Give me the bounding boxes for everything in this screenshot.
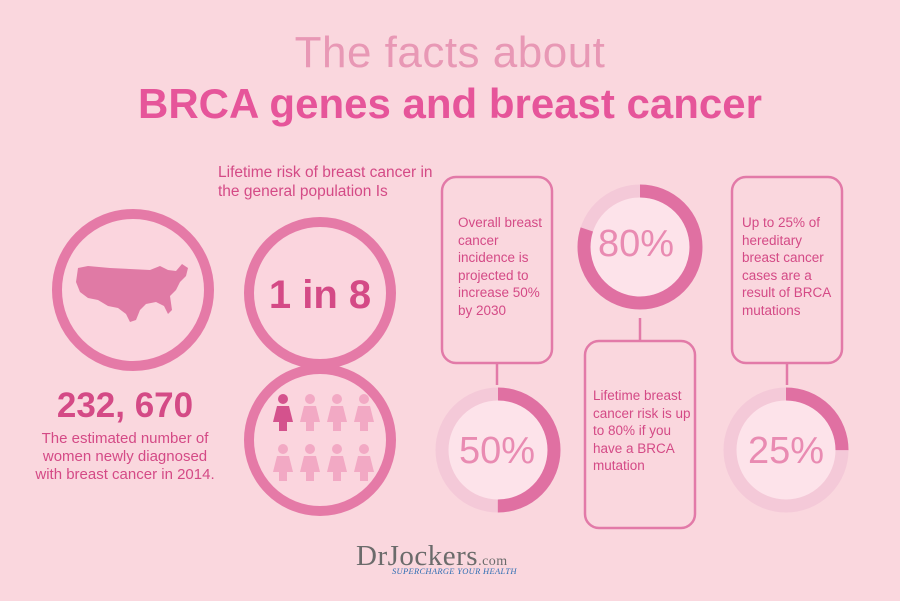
diagnosed-count: 232, 670 [56, 386, 194, 425]
woman-figure [300, 444, 320, 481]
risk-label: Lifetime risk of breast cancer in the ge… [218, 164, 433, 200]
gauge-fill [435, 387, 561, 513]
title-line-1: The facts about [294, 28, 606, 77]
woman-figure [273, 444, 293, 481]
gauge-fill [577, 184, 703, 310]
usa-map-icon [76, 264, 188, 322]
risk-value: 1 in 8 [268, 273, 372, 317]
brand-name: DrJockers [356, 540, 479, 572]
woman-figure [354, 444, 374, 481]
women-circle [244, 364, 396, 516]
woman-figure [327, 444, 347, 481]
woman-figure [300, 394, 320, 431]
women-figures-icon [273, 394, 374, 481]
brand-tagline: SUPERCHARGE YOUR HEALTH [392, 566, 517, 576]
diagnosed-description: The estimated number of women newly diag… [35, 430, 215, 483]
woman-figure [327, 394, 347, 431]
gauge-50-label: 50% [458, 430, 536, 472]
box-2-text: Lifetime breast cancer risk is up to 80%… [593, 388, 691, 473]
title-line-2: BRCA genes and breast cancer [138, 80, 762, 127]
box-3-text: Up to 25% of hereditary breast cancer ca… [742, 215, 831, 318]
gauge-fill [723, 387, 849, 513]
box-1-text: Overall breast cancer incidence is proje… [458, 215, 543, 318]
gauge-25-label: 25% [747, 430, 825, 472]
brand-domain: .com [478, 554, 508, 569]
woman-figure [273, 394, 293, 431]
woman-figure [354, 394, 374, 431]
brand-logo: DrJockers.com [356, 540, 508, 573]
gauge-80-label: 80% [597, 223, 675, 265]
